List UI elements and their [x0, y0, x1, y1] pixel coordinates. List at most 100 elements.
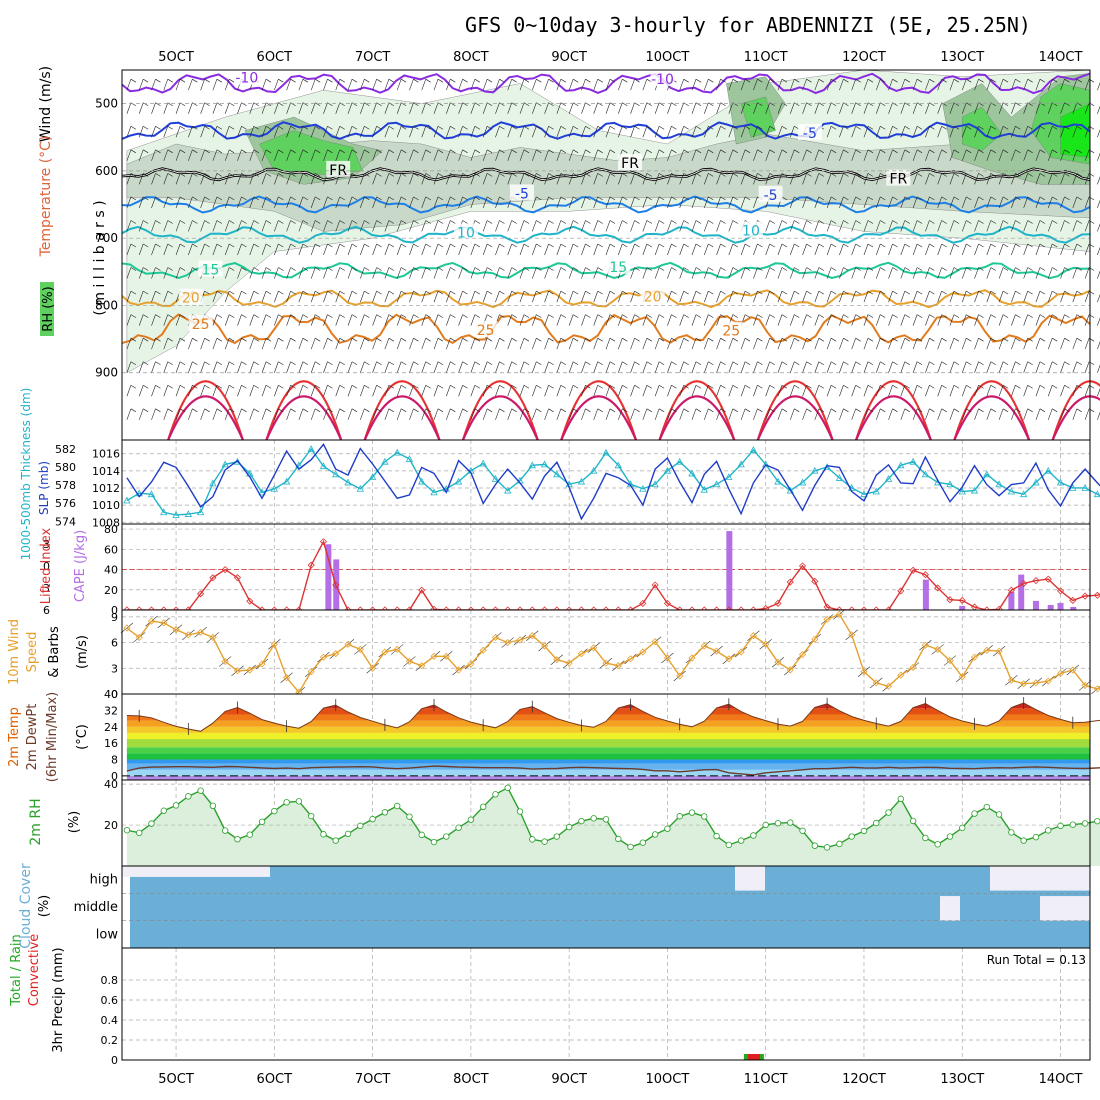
upper-wind-barb — [1035, 338, 1041, 350]
upper-wind-barb — [1084, 408, 1090, 420]
upper-wind-barb — [593, 149, 598, 161]
upper-wind-barb — [888, 126, 893, 138]
lifted-index-line-point — [1044, 575, 1052, 583]
upper-wind-barb-flag — [769, 267, 775, 271]
upper-wind-barb — [912, 361, 918, 373]
upper-wind-barb-flag — [511, 220, 517, 224]
upper-wind-barb-flag — [916, 337, 923, 342]
upper-wind-barb — [703, 408, 709, 420]
upper-wind-barb-flag — [609, 196, 616, 201]
upper-wind-barb — [495, 102, 500, 114]
thickness-line-point — [270, 484, 278, 492]
upper-wind-barb-flag — [843, 126, 849, 130]
upper-wind-barb-flag — [585, 196, 591, 201]
upper-wind-barb-flag — [1015, 385, 1021, 389]
upper-wind-barb — [1023, 385, 1028, 397]
upper-wind-barb — [875, 196, 881, 209]
upper-wind-barb — [925, 408, 930, 420]
upper-wind-barb-flag — [450, 102, 456, 106]
upper-wind-barb-flag — [646, 337, 653, 342]
upper-wind-barb — [188, 102, 193, 114]
upper-wind-barb-flag — [646, 314, 653, 318]
upper-wind-barb-flag — [315, 102, 321, 106]
rh-line-point — [406, 813, 413, 820]
upper-wind-barb-flag — [941, 337, 947, 342]
upper-wind-barb-flag — [609, 243, 616, 248]
upper-wind-barb-flag — [757, 102, 763, 106]
upper-wind-barb — [200, 173, 205, 185]
upper-wind-barb — [998, 220, 1004, 232]
upper-wind-barb — [900, 361, 906, 373]
upper-wind-barb — [900, 196, 906, 209]
upper-wind-barb — [863, 220, 869, 232]
upper-wind-barb — [1023, 361, 1028, 373]
upper-wind-barb — [556, 173, 562, 185]
upper-wind-barb — [532, 408, 537, 420]
upper-wind-barb-flag — [192, 337, 198, 342]
upper-wind-barb-flag — [425, 267, 431, 271]
upper-wind-barb-flag — [929, 126, 935, 130]
upper-wind-barb — [630, 314, 635, 326]
upper-wind-barb — [433, 408, 439, 420]
upper-wind-barb-flag — [818, 149, 824, 154]
upper-wind-barb-flag — [1002, 149, 1009, 154]
boundary-layer-arc — [855, 395, 932, 441]
isotherm-label: FR — [329, 163, 347, 179]
upper-wind-barb — [1035, 196, 1041, 209]
upper-wind-barb — [728, 267, 734, 279]
upper-wind-barb-flag — [916, 385, 923, 389]
upper-wind-barb — [863, 361, 869, 373]
upper-wind-barb-flag — [437, 385, 444, 389]
upper-wind-barb — [568, 220, 574, 232]
upper-wind-barb — [802, 385, 807, 397]
upper-wind-barb — [740, 149, 746, 161]
upper-wind-barb-flag — [781, 290, 788, 295]
upper-wind-barb-flag — [990, 337, 996, 342]
upper-wind-barb — [298, 290, 304, 303]
upper-wind-barb-flag — [867, 385, 874, 389]
upper-wind-barb — [188, 243, 193, 256]
isotherm-line-inner — [121, 168, 1091, 181]
upper-wind-barb-flag — [572, 408, 579, 413]
upper-wind-barb — [274, 149, 279, 161]
upper-wind-barb-flag — [339, 314, 345, 318]
isotherm-label: 25 — [477, 323, 495, 339]
upper-wind-barb-flag — [548, 126, 554, 130]
upper-wind-barb-flag — [204, 126, 210, 130]
upper-wind-barb — [716, 408, 721, 420]
upper-wind-barb — [839, 196, 844, 209]
upper-wind-barb-flag — [744, 267, 751, 271]
upper-wind-barb-flag — [204, 149, 210, 154]
upper-wind-barb — [593, 220, 598, 232]
upper-wind-barb — [507, 149, 513, 161]
upper-wind-barb-flag — [695, 290, 702, 295]
upper-wind-barb — [581, 385, 586, 397]
rh-line-point — [172, 802, 180, 809]
upper-wind-barb — [986, 267, 992, 279]
upper-wind-barb-flag — [290, 337, 296, 342]
upper-wind-barb — [495, 267, 500, 279]
upper-wind-barb — [163, 267, 169, 279]
upper-wind-barb — [691, 338, 697, 350]
upper-wind-barb — [1097, 223, 1100, 232]
upper-wind-barb-flag — [167, 149, 173, 154]
upper-wind-barb — [630, 408, 635, 420]
upper-wind-barb-flag — [732, 361, 738, 365]
upper-wind-barb-flag — [609, 126, 616, 130]
upper-wind-barb — [642, 243, 648, 256]
upper-wind-barb — [974, 173, 979, 185]
upper-wind-barb — [372, 290, 377, 303]
upper-wind-barb-flag — [867, 361, 874, 365]
upper-wind-barb — [974, 408, 979, 420]
upper-wind-barb-flag — [892, 196, 898, 201]
lifted-index-line-point — [332, 581, 340, 589]
upper-wind-barb-flag — [978, 314, 984, 318]
upper-wind-barb — [703, 149, 709, 161]
upper-wind-barb — [998, 102, 1004, 114]
upper-wind-barb — [556, 338, 562, 350]
upper-wind-barb-flag — [192, 102, 198, 106]
upper-wind-barb — [298, 314, 304, 326]
upper-wind-barb-flag — [229, 408, 235, 413]
upper-wind-barb-flag — [425, 408, 431, 413]
upper-wind-barb — [654, 267, 660, 279]
